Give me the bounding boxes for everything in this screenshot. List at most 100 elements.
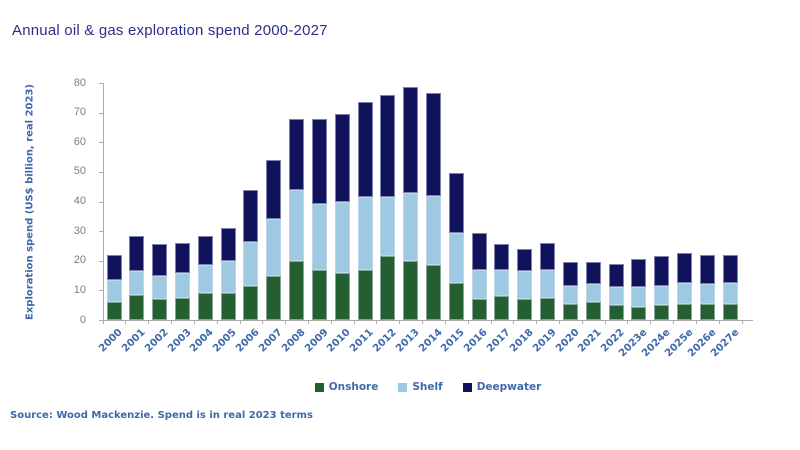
x-axis-labels: 2000 2001 2002 2003 2004 2005 2006 2007 2008 2009… <box>0 327 800 377</box>
bar-segment-shelf-2002 <box>152 275 168 300</box>
y-tick-mark <box>99 201 103 203</box>
legend-label-shelf: Shelf <box>412 381 443 393</box>
bar-segment-deepwater-2005 <box>220 228 236 261</box>
x-tick-mark <box>741 321 743 324</box>
x-label-2001: 2001 <box>120 327 148 355</box>
bar-segment-deepwater-2023e <box>631 259 647 288</box>
bar-segment-onshore-2000 <box>106 302 122 320</box>
x-tick-mark <box>536 321 538 324</box>
bar-segment-deepwater-2004 <box>197 235 213 266</box>
x-label-2005: 2005 <box>211 327 239 355</box>
bar-2001 <box>129 83 145 320</box>
x-label-2016: 2016 <box>462 327 490 355</box>
bar-2003 <box>174 83 190 320</box>
bar-2021 <box>585 83 601 320</box>
bar-2007 <box>266 83 282 320</box>
bar-segment-deepwater-2003 <box>174 242 190 273</box>
x-tick-mark <box>422 321 424 324</box>
x-tick-mark <box>673 321 675 324</box>
legend: Onshore Shelf Deepwater <box>103 381 753 393</box>
x-tick-mark <box>103 321 104 324</box>
bar-segment-shelf-2015 <box>448 232 464 283</box>
bar-segment-deepwater-2010 <box>334 114 350 202</box>
bar-segment-onshore-2013 <box>403 260 419 320</box>
bar-segment-onshore-2004 <box>197 293 213 320</box>
x-label-2012: 2012 <box>371 327 399 355</box>
x-tick-mark <box>330 321 332 324</box>
legend-swatch-deepwater <box>462 382 472 392</box>
bar-segment-onshore-2017 <box>494 296 510 320</box>
y-tick-mark <box>99 231 103 233</box>
x-tick-mark <box>399 321 401 324</box>
bar-segment-deepwater-2006 <box>243 189 259 242</box>
bar-segment-deepwater-2016 <box>471 232 487 270</box>
bar-2016 <box>471 83 487 320</box>
bar-segment-onshore-2022 <box>608 305 624 320</box>
bar-segment-onshore-2020 <box>562 303 578 320</box>
bar-segment-deepwater-2014 <box>425 93 441 196</box>
bar-segment-deepwater-2020 <box>562 262 578 286</box>
y-tick-mark <box>99 171 103 173</box>
bar-segment-shelf-2012 <box>380 197 396 257</box>
legend-label-onshore: Onshore <box>328 381 379 393</box>
source-note: Source: Wood Mackenzie. Spend is in real… <box>10 410 313 421</box>
bar-segment-deepwater-2025e <box>677 253 692 283</box>
x-tick-mark <box>353 321 355 324</box>
bar-segment-onshore-2023e <box>631 306 647 320</box>
bar-segment-deepwater-2027e <box>722 254 738 283</box>
bar-segment-onshore-2001 <box>129 294 145 320</box>
bar-segment-onshore-2003 <box>174 297 190 320</box>
x-tick-mark <box>650 321 652 324</box>
bar-2013 <box>403 83 419 320</box>
x-tick-mark <box>695 321 697 324</box>
bar-segment-deepwater-2009 <box>311 118 327 205</box>
x-tick-mark <box>171 321 173 324</box>
y-tick-mark <box>99 320 103 321</box>
bar-segment-deepwater-2001 <box>129 235 145 272</box>
x-label-2021: 2021 <box>576 327 605 355</box>
bar-2011 <box>357 83 373 320</box>
y-tick-label-10: 10 <box>73 283 86 296</box>
x-label-2013: 2013 <box>393 327 422 355</box>
x-label-2020: 2020 <box>553 327 582 355</box>
bar-segment-onshore-2026e <box>699 303 715 320</box>
x-label-2004: 2004 <box>188 327 217 355</box>
bar-segment-shelf-2001 <box>129 271 145 295</box>
x-tick-mark <box>193 321 195 324</box>
bar-2018 <box>517 83 533 320</box>
bar-segment-onshore-2007 <box>266 275 282 320</box>
x-label-2011: 2011 <box>348 327 376 355</box>
legend-swatch-shelf <box>398 382 408 392</box>
legend-item-onshore: Onshore <box>314 381 379 393</box>
y-tick-label-30: 30 <box>73 224 86 237</box>
x-label-2018: 2018 <box>508 327 536 355</box>
bar-segment-shelf-2016 <box>471 269 487 300</box>
x-label-2009: 2009 <box>302 327 331 355</box>
x-tick-mark <box>376 321 378 324</box>
bar-2024e <box>654 83 670 320</box>
y-tick-label-70: 70 <box>73 106 86 119</box>
bar-segment-shelf-2022 <box>608 287 624 306</box>
bar-segment-onshore-2021 <box>585 302 601 320</box>
bar-segment-deepwater-2013 <box>403 87 419 193</box>
bar-segment-deepwater-2019 <box>540 242 556 270</box>
x-tick-mark <box>718 321 720 324</box>
x-tick-mark <box>239 321 241 324</box>
bar-segment-deepwater-2022 <box>608 263 624 288</box>
bar-2022 <box>608 83 624 320</box>
chart-title: Annual oil & gas exploration spend 2000-… <box>12 22 328 39</box>
bar-segment-onshore-2010 <box>334 272 350 320</box>
x-tick-mark <box>513 321 515 324</box>
bar-segment-shelf-2027e <box>722 282 738 304</box>
x-label-2017: 2017 <box>485 327 513 355</box>
bar-segment-onshore-2015 <box>448 282 464 320</box>
bar-segment-onshore-2024e <box>654 305 670 320</box>
y-axis-tick-labels: 0 10 20 30 40 50 60 70 80 <box>60 77 96 326</box>
bar-segment-onshore-2016 <box>471 299 487 320</box>
bar-segment-onshore-2018 <box>517 299 533 320</box>
y-tick-mark <box>99 112 103 114</box>
bar-segment-deepwater-2008 <box>289 118 305 190</box>
x-tick-mark <box>604 321 606 324</box>
x-label-2006: 2006 <box>234 327 262 355</box>
